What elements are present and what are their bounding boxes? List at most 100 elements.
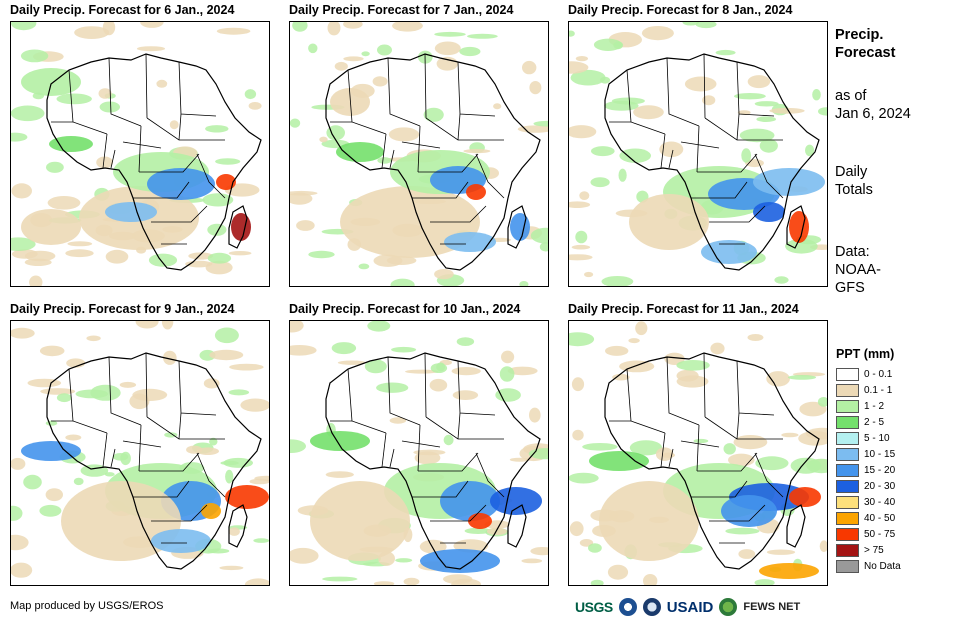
- fews-globe-icon: [719, 598, 738, 616]
- precip-speckle: [590, 579, 604, 585]
- precip-speckle: [229, 363, 264, 371]
- precip-speckle: [436, 362, 446, 372]
- precip-speckle: [290, 321, 304, 333]
- legend-label: No Data: [864, 560, 901, 572]
- precip-speckle: [676, 360, 710, 371]
- precip-area: [310, 481, 410, 561]
- precip-speckle: [98, 88, 112, 99]
- precip-speckle: [205, 125, 229, 133]
- country-border: [178, 61, 217, 117]
- precip-speckle: [319, 136, 328, 143]
- precip-speckle: [756, 116, 776, 122]
- precip-speckle: [812, 89, 821, 101]
- precip-speckle: [11, 132, 28, 142]
- precip-speckle: [605, 345, 629, 356]
- country-border: [102, 133, 108, 169]
- country-border: [178, 412, 182, 440]
- precip-speckle: [96, 156, 113, 169]
- precip-speckle: [112, 453, 129, 461]
- precip-speckle: [635, 321, 648, 336]
- precip-speckle: [248, 102, 262, 110]
- legend-item: 50 - 75: [836, 526, 901, 542]
- country-border: [417, 424, 421, 472]
- map-panel-6: [568, 320, 828, 586]
- sidebar-data-line3: GFS: [835, 280, 865, 296]
- country-border: [196, 452, 226, 498]
- legend-label: 0.1 - 1: [864, 384, 893, 396]
- precip-speckle: [452, 390, 479, 400]
- country-border: [122, 141, 162, 149]
- precip-area: [420, 549, 500, 573]
- precip-speckle: [214, 327, 239, 344]
- country-border: [387, 356, 421, 426]
- precip-speckle: [463, 149, 491, 154]
- precip-speckle: [569, 521, 584, 537]
- precip-speckle: [24, 258, 52, 266]
- precip-speckle: [132, 388, 168, 401]
- country-border: [196, 153, 226, 199]
- precip-speckle: [75, 389, 109, 399]
- country-border: [381, 133, 387, 169]
- country-border: [151, 504, 208, 522]
- legend-swatch: [836, 495, 859, 509]
- nasa-seal-icon: [642, 598, 661, 616]
- precip-speckle: [11, 505, 23, 521]
- precip-speckle: [11, 237, 36, 251]
- country-border: [666, 356, 700, 426]
- precip-speckle: [787, 375, 817, 380]
- precip-area: [589, 451, 649, 471]
- precip-speckle: [588, 543, 602, 553]
- precip-speckle: [569, 254, 593, 261]
- precip-speckle: [163, 350, 177, 365]
- precip-speckle: [219, 565, 244, 571]
- precip-speckle: [377, 44, 392, 56]
- country-border: [754, 153, 784, 199]
- precip-speckle: [769, 107, 805, 114]
- precip-speckle: [741, 148, 752, 163]
- coastline: [228, 205, 248, 249]
- precip-speckle: [86, 335, 101, 342]
- legend-label: 5 - 10: [864, 432, 890, 444]
- legend-swatch: [836, 415, 859, 429]
- precip-speckle: [575, 56, 588, 62]
- sidebar-title-line2: Forecast: [835, 45, 896, 61]
- precip-speckle: [216, 27, 251, 35]
- precip-speckle: [337, 360, 367, 365]
- country-border: [680, 141, 720, 149]
- legend-swatch: [836, 463, 859, 477]
- country-border: [178, 113, 182, 141]
- precip-speckle: [39, 504, 62, 517]
- country-border: [412, 181, 469, 199]
- precip-speckle: [136, 46, 166, 52]
- precip-speckle: [423, 107, 444, 122]
- country-border: [691, 181, 748, 199]
- precip-speckle: [528, 448, 548, 460]
- country-border: [110, 448, 116, 468]
- legend-label: 50 - 75: [864, 528, 896, 540]
- precip-speckle: [207, 223, 227, 236]
- precip-speckle: [65, 434, 82, 441]
- country-border: [668, 448, 674, 468]
- country-border: [108, 356, 142, 426]
- precip-area: [789, 487, 821, 507]
- coastline: [507, 205, 527, 249]
- legend-swatch: [836, 511, 859, 525]
- precip-speckle: [571, 244, 591, 250]
- country-border: [424, 352, 427, 418]
- sidebar-totals-line2: Totals: [835, 182, 873, 198]
- precip-speckle: [209, 349, 244, 361]
- precip-speckle: [584, 271, 594, 278]
- precip-speckle: [244, 578, 269, 585]
- precip-speckle: [434, 41, 461, 56]
- precip-speckle: [290, 439, 306, 453]
- precip-area: [310, 431, 370, 451]
- africa-precip-map: [11, 321, 269, 585]
- precip-speckle: [641, 26, 674, 41]
- precip-speckle: [759, 138, 778, 153]
- precip-speckle: [676, 375, 709, 388]
- precip-speckle: [467, 33, 498, 39]
- precip-area: [629, 194, 709, 250]
- precip-area: [753, 168, 825, 196]
- precip-speckle: [228, 389, 250, 396]
- coastline: [228, 504, 248, 548]
